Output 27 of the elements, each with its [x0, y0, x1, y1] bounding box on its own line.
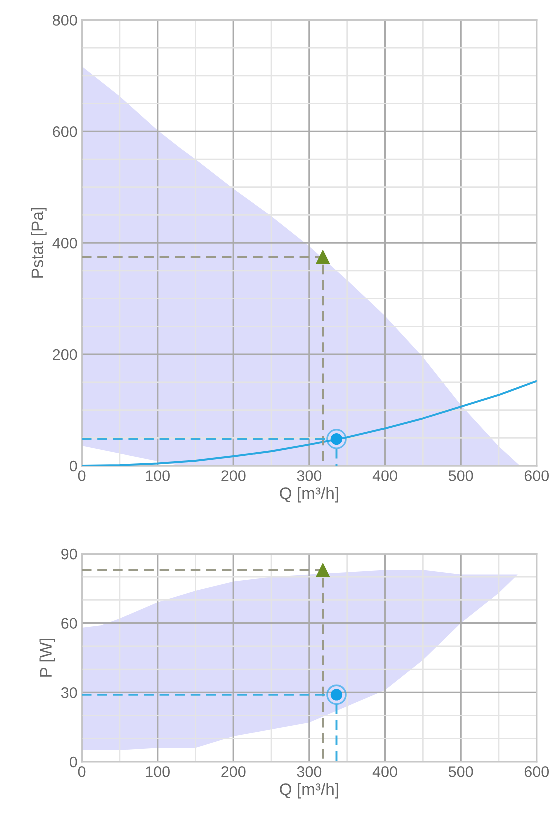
x-tick-label: 200	[222, 470, 246, 482]
y-tick-label: 800	[53, 15, 78, 26]
x-tick-label: 300	[297, 470, 322, 482]
x-axis-title: Q [m³/h]	[280, 487, 338, 503]
x-tick-label: 0	[78, 766, 86, 778]
x-tick-label: 100	[146, 766, 170, 778]
x-tick-label: 600	[524, 766, 550, 778]
y-tick-label: 90	[62, 548, 78, 560]
y-tick-label: 400	[52, 238, 78, 249]
x-tick-label: 100	[146, 470, 170, 482]
x-tick-label: 500	[448, 766, 474, 778]
y-tick-label: 0	[70, 756, 78, 768]
y-tick-label: 600	[53, 126, 78, 138]
x-tick-label: 400	[372, 470, 398, 482]
x-tick-label: 0	[78, 470, 86, 482]
x-tick-label: 400	[372, 766, 398, 778]
y-axis-title: P [W]	[40, 638, 56, 677]
y-axis-title: Pstat [Pa]	[31, 208, 47, 278]
x-tick-label: 600	[524, 470, 550, 482]
y-tick-label: 30	[61, 688, 78, 698]
x-axis-title: Q [m³/h]	[280, 783, 338, 799]
y-tick-label: 0	[70, 460, 78, 472]
x-tick-label: 500	[448, 470, 474, 482]
y-tick-label: 200	[53, 349, 78, 360]
x-tick-label: 200	[222, 766, 246, 778]
x-tick-label: 300	[297, 766, 322, 778]
y-tick-label: 60	[62, 618, 78, 630]
